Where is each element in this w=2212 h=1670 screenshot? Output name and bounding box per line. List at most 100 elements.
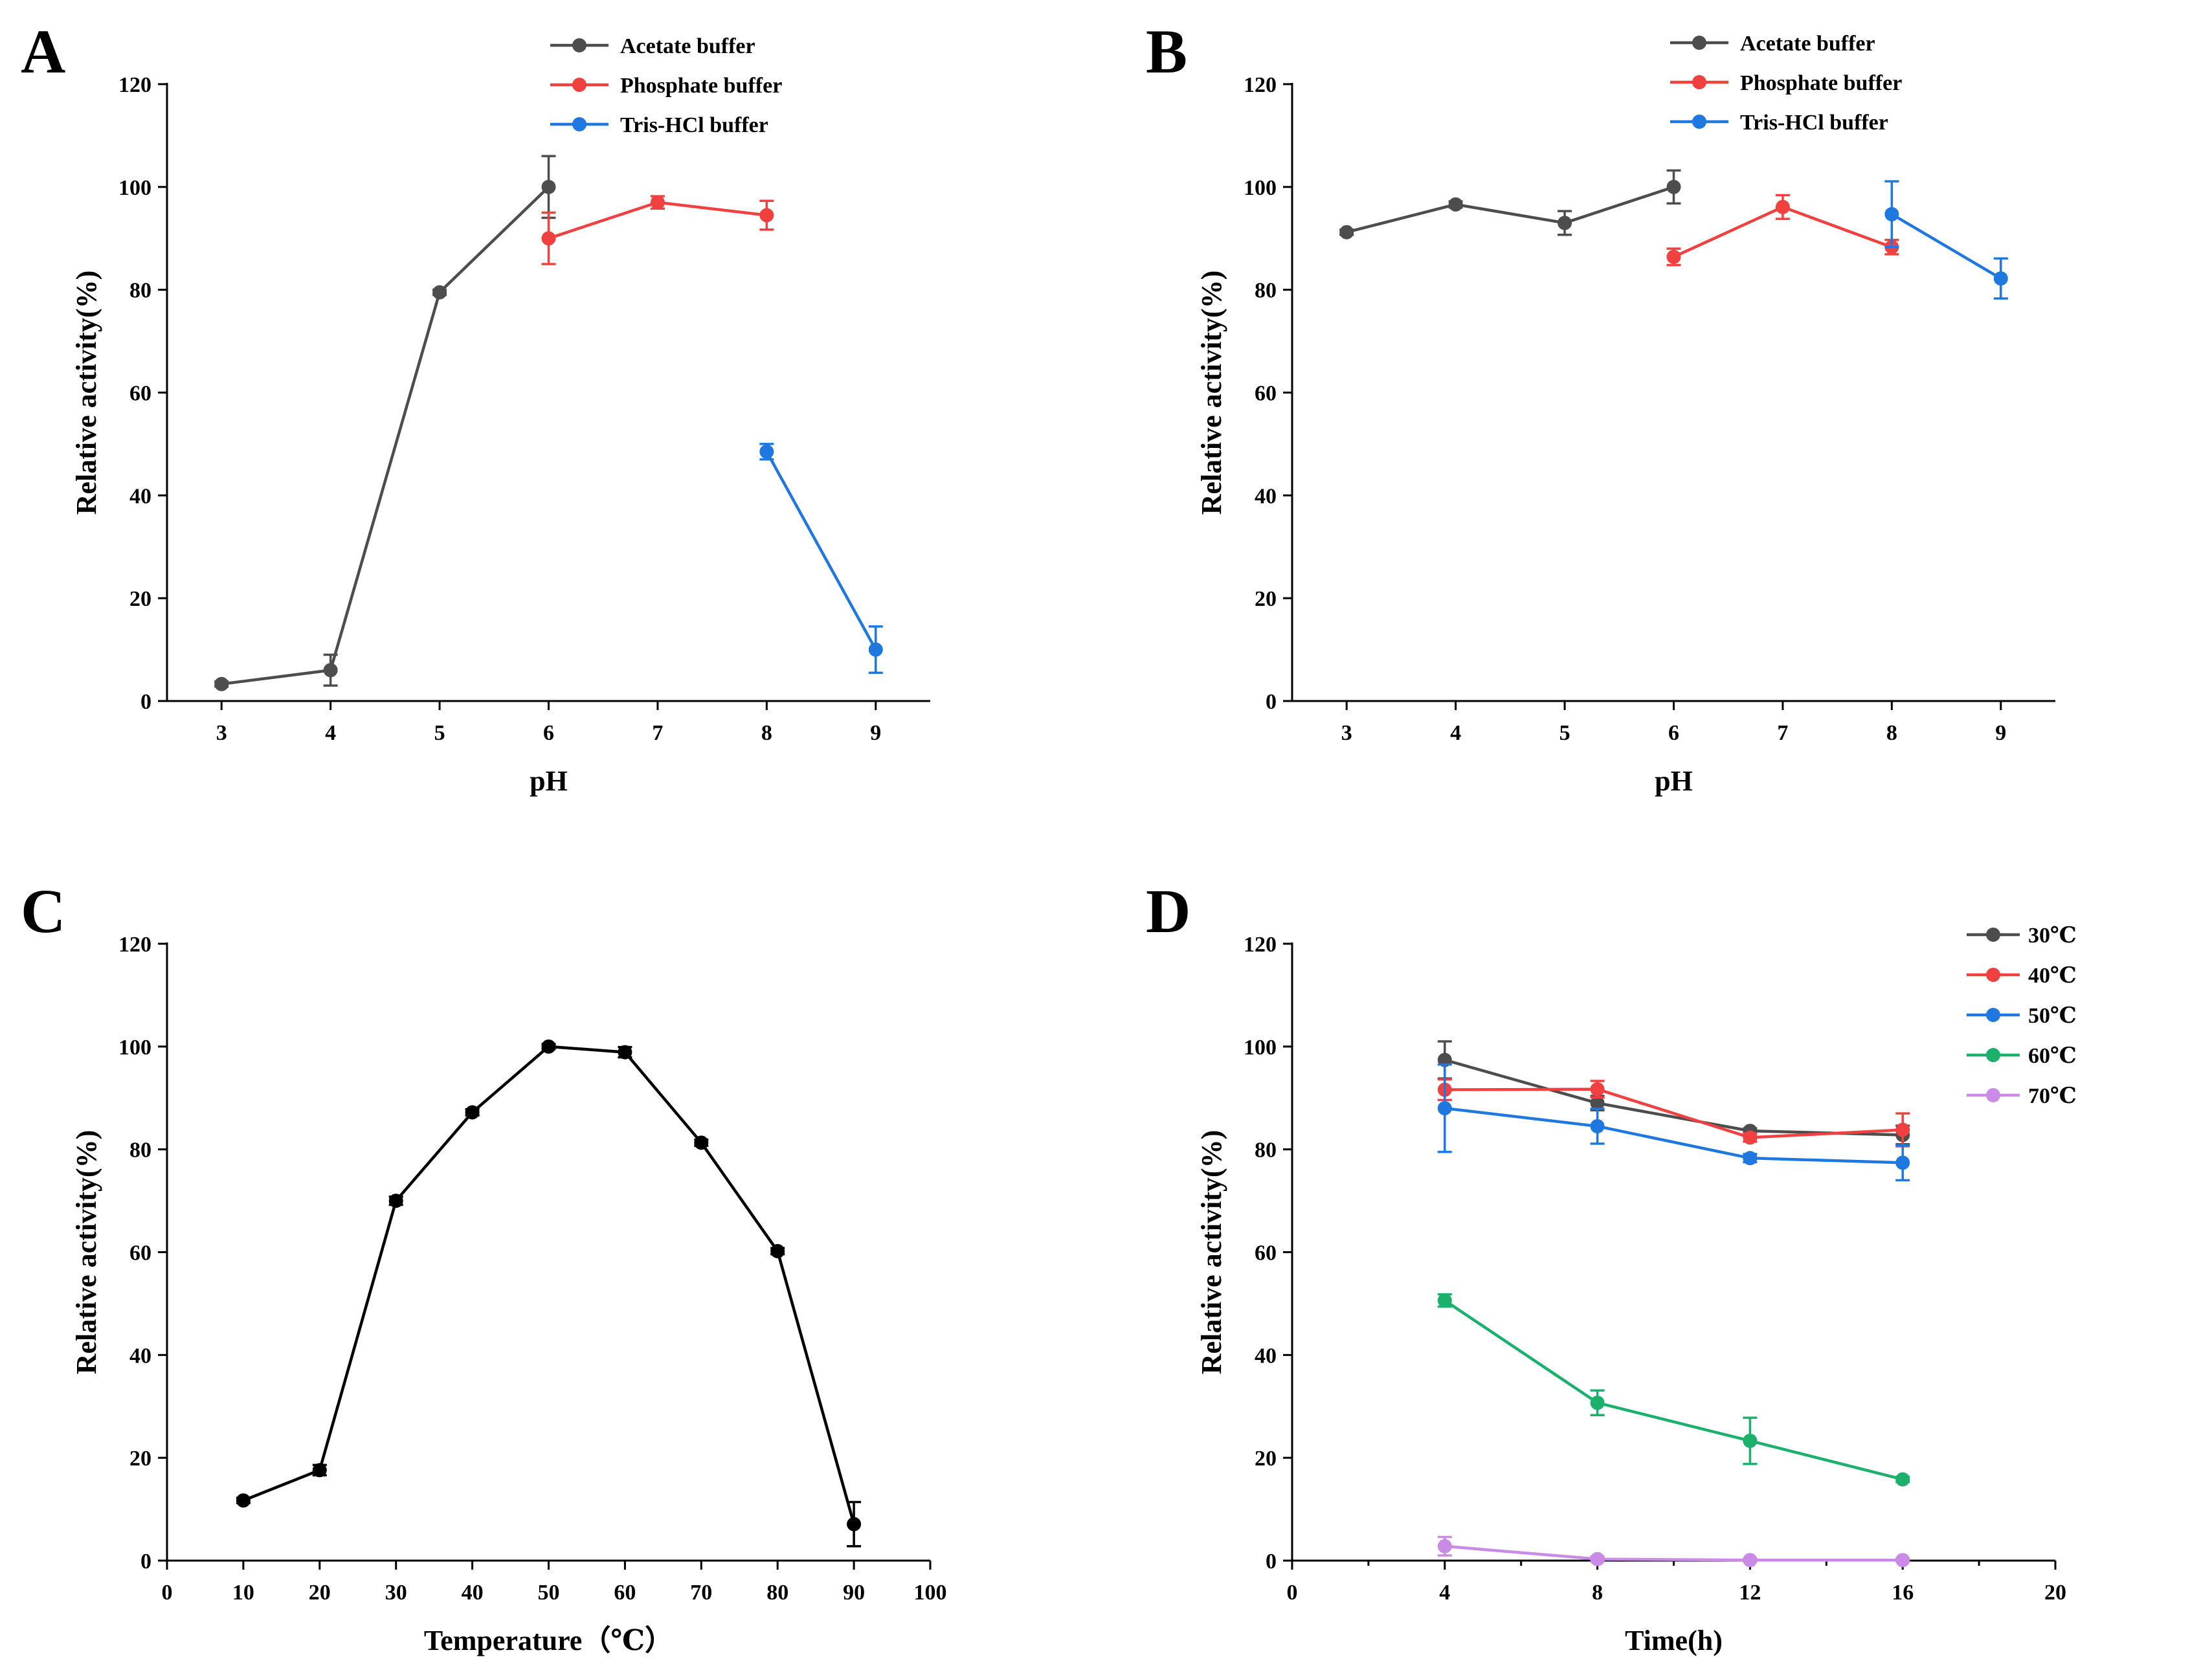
data-point [1993, 271, 2008, 286]
x-tick-label: 60 [614, 1581, 636, 1605]
legend-label: 40℃ [2028, 964, 2077, 988]
legend-marker [1692, 36, 1706, 50]
legend-label: Acetate buffer [620, 34, 755, 58]
data-point [541, 1039, 556, 1054]
panel-a: A 0 20 40 60 80 100 120 3 4 5 6 7 8 9 pH Relative activ… [21, 17, 930, 797]
y-tick-label: 20 [129, 587, 151, 611]
panel-letter: B [1146, 17, 1187, 86]
x-axis-title: pH [1655, 765, 1693, 797]
y-tick-label: 0 [1266, 690, 1277, 714]
y-tick-label: 120 [118, 73, 151, 97]
data-point [1590, 1082, 1605, 1097]
data-point [1437, 1539, 1452, 1553]
data-point [1895, 1155, 1910, 1170]
series [1437, 1063, 1910, 1182]
data-point [465, 1105, 480, 1120]
y-tick-label: 60 [129, 382, 151, 406]
data-point [541, 231, 556, 246]
x-tick-label: 9 [1995, 721, 2006, 745]
panel-letter: A [21, 17, 65, 86]
panel-d: D 0 20 40 60 80 100 120 0 4 8 12 16 20 Time(h) Relativ… [1146, 876, 2077, 1656]
x-tick-label: 100 [914, 1581, 947, 1605]
series-line [1444, 1544, 1903, 1562]
x-tick-label: 7 [1777, 721, 1788, 745]
y-tick-label: 120 [118, 933, 151, 957]
data-point [1884, 206, 1899, 221]
data-point [1590, 1096, 1605, 1111]
series [236, 1039, 862, 1548]
data-point [1590, 1396, 1605, 1410]
data-point [1895, 1122, 1910, 1137]
x-axis-title: Temperature（℃） [424, 1625, 673, 1656]
x-tick-label: 4 [1450, 721, 1461, 745]
data-point [1666, 179, 1681, 194]
data-point [759, 444, 774, 459]
series-line [1444, 1106, 1903, 1164]
y-tick-label: 40 [1255, 1344, 1277, 1368]
y-tick-label: 40 [129, 484, 151, 508]
legend-label: Tris-HCl buffer [1740, 111, 1888, 135]
y-tick-label: 100 [118, 1036, 151, 1060]
x-tick-label: 30 [385, 1581, 407, 1605]
x-tick-label: 20 [309, 1581, 331, 1605]
x-tick-label: 10 [232, 1581, 254, 1605]
data-point [388, 1194, 403, 1208]
legend-marker [1986, 928, 2000, 942]
x-tick-label: 3 [216, 721, 227, 745]
data-point [1437, 1101, 1452, 1116]
y-axis-title: Relative activity(%) [71, 271, 102, 515]
x-tick-label: 8 [761, 721, 772, 745]
series [1437, 1078, 1910, 1148]
y-tick-label: 80 [1255, 279, 1277, 303]
x-tick-label: 40 [462, 1581, 484, 1605]
y-tick-label: 100 [1244, 176, 1277, 200]
x-axis-title: pH [530, 765, 568, 797]
legend-label: Phosphate buffer [1740, 71, 1902, 95]
legend-marker [1692, 115, 1706, 129]
data-point [1558, 216, 1572, 230]
x-tick-label: 6 [1668, 721, 1679, 745]
x-tick-label: 7 [652, 721, 663, 745]
series [759, 443, 883, 674]
x-tick-label: 4 [1439, 1581, 1450, 1605]
data-point [323, 663, 338, 678]
data-point [759, 208, 774, 223]
y-tick-label: 120 [1244, 933, 1277, 957]
legend-label: 70℃ [2028, 1084, 2077, 1108]
legend-marker [1986, 1008, 2000, 1022]
data-point [618, 1045, 632, 1060]
x-tick-label: 8 [1886, 721, 1897, 745]
y-tick-label: 20 [1255, 1447, 1277, 1471]
legend-marker [1986, 1088, 2000, 1102]
y-tick-label: 80 [1255, 1139, 1277, 1163]
data-point [868, 642, 883, 657]
y-axis-title: Relative activity(%) [71, 1130, 102, 1375]
x-tick-label: 9 [870, 721, 881, 745]
panel-c: C 0 20 40 60 80 100 120 0 10 20 30 40 50 60 70 80 90 100 T… [21, 876, 947, 1656]
y-tick-label: 100 [1244, 1036, 1277, 1060]
data-point [650, 195, 665, 210]
data-point [1743, 1433, 1758, 1448]
x-tick-label: 16 [1892, 1581, 1914, 1605]
series [1437, 1293, 1910, 1487]
series-line [1444, 1058, 1903, 1137]
y-axis-title: Relative activity(%) [1196, 271, 1227, 515]
y-axis-title: Relative activity(%) [1196, 1130, 1227, 1375]
data-point [770, 1243, 785, 1258]
legend-label: 50℃ [2028, 1004, 2077, 1028]
data-point [1743, 1151, 1758, 1166]
series [214, 155, 556, 691]
data-point [694, 1135, 709, 1150]
series-line [1444, 1299, 1903, 1481]
panel-letter: D [1146, 876, 1190, 946]
y-tick-label: 100 [118, 176, 151, 200]
series-line [1891, 212, 2002, 280]
x-tick-label: 20 [2044, 1581, 2066, 1605]
legend-marker [572, 38, 587, 52]
data-point [1590, 1119, 1605, 1133]
legend-label: Acetate buffer [1740, 32, 1875, 56]
y-tick-label: 20 [129, 1447, 151, 1471]
data-point [1437, 1293, 1452, 1308]
data-point [1743, 1553, 1758, 1568]
